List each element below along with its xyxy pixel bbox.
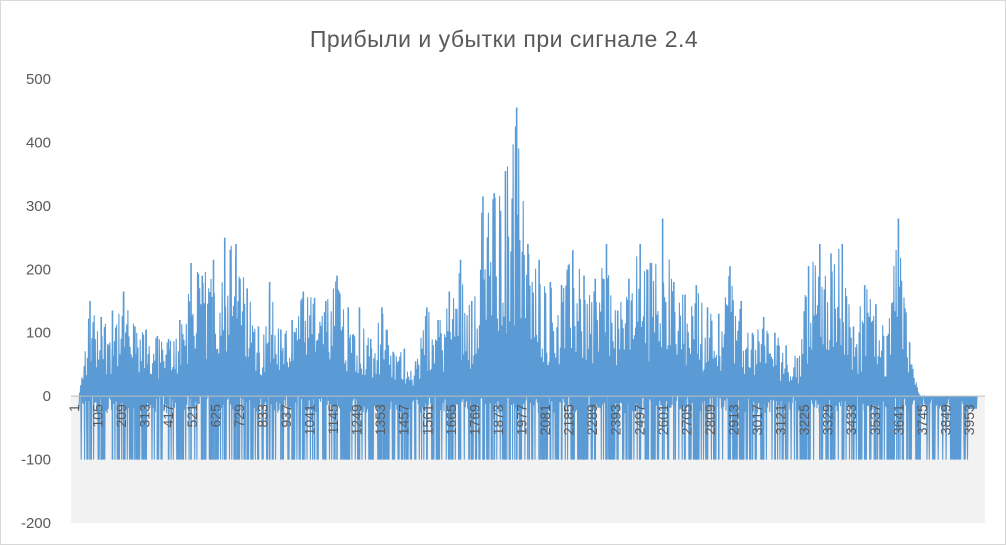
x-tick-label: 2393 — [608, 404, 624, 435]
x-tick-label: 2601 — [655, 404, 671, 435]
x-tick-label: 2289 — [584, 404, 600, 435]
x-tick-label: 417 — [160, 404, 176, 428]
x-tick-label: 3953 — [961, 404, 977, 435]
y-tick-label: 200 — [26, 261, 51, 278]
y-tick-label: -100 — [21, 452, 51, 469]
x-tick-label: 3641 — [890, 404, 906, 435]
x-tick-label: 313 — [137, 404, 153, 428]
y-tick-label: 100 — [26, 325, 51, 342]
x-tick-label: 3017 — [749, 404, 765, 435]
x-tick-label: 1769 — [466, 404, 482, 435]
x-tick-label: 2185 — [561, 404, 577, 435]
y-tick-label: 500 — [26, 71, 51, 88]
series-area — [78, 107, 978, 460]
x-tick-label: 937 — [278, 404, 294, 428]
y-tick-label: 0 — [43, 388, 51, 405]
y-tick-label: 400 — [26, 134, 51, 151]
x-tick-label: 1 — [66, 404, 82, 412]
y-axis-ticks: 500 400 300 200 100 0 -100 -200 — [21, 71, 51, 532]
x-axis-ticks: 1 105 209 313 417 521 625 729 833 937 1041 1145 1249… — [66, 404, 977, 435]
x-tick-label: 3745 — [914, 404, 930, 435]
y-tick-label: 300 — [26, 198, 51, 215]
x-tick-label: 1457 — [396, 404, 412, 435]
x-tick-label: 1145 — [325, 404, 341, 434]
x-tick-label: 1977 — [514, 404, 530, 435]
x-tick-label: 3121 — [773, 404, 789, 435]
x-tick-label: 105 — [90, 404, 106, 428]
x-tick-label: 2497 — [631, 404, 647, 435]
x-tick-label: 833 — [254, 404, 270, 428]
x-tick-label: 2913 — [725, 404, 741, 435]
x-tick-label: 625 — [207, 404, 223, 428]
x-tick-label: 1041 — [302, 404, 318, 435]
x-tick-label: 1561 — [419, 404, 435, 435]
x-tick-label: 1249 — [349, 404, 365, 435]
x-tick-label: 1873 — [490, 404, 506, 435]
y-tick-label: -200 — [21, 515, 51, 532]
x-tick-label: 3433 — [843, 404, 859, 435]
x-tick-label: 729 — [231, 404, 247, 428]
x-tick-label: 209 — [113, 404, 129, 428]
chart-title: Прибыли и убытки при сигнале 2.4 — [310, 26, 698, 52]
x-tick-label: 2081 — [537, 404, 553, 435]
x-tick-label: 2809 — [702, 404, 718, 435]
x-tick-label: 521 — [184, 404, 200, 428]
x-tick-label: 3329 — [820, 404, 836, 435]
x-tick-label: 3225 — [796, 404, 812, 435]
x-tick-label: 1353 — [372, 404, 388, 435]
x-tick-label: 3849 — [937, 404, 953, 435]
x-tick-label: 1665 — [443, 404, 459, 435]
x-tick-label: 2705 — [678, 404, 694, 435]
x-tick-label: 3537 — [867, 404, 883, 435]
